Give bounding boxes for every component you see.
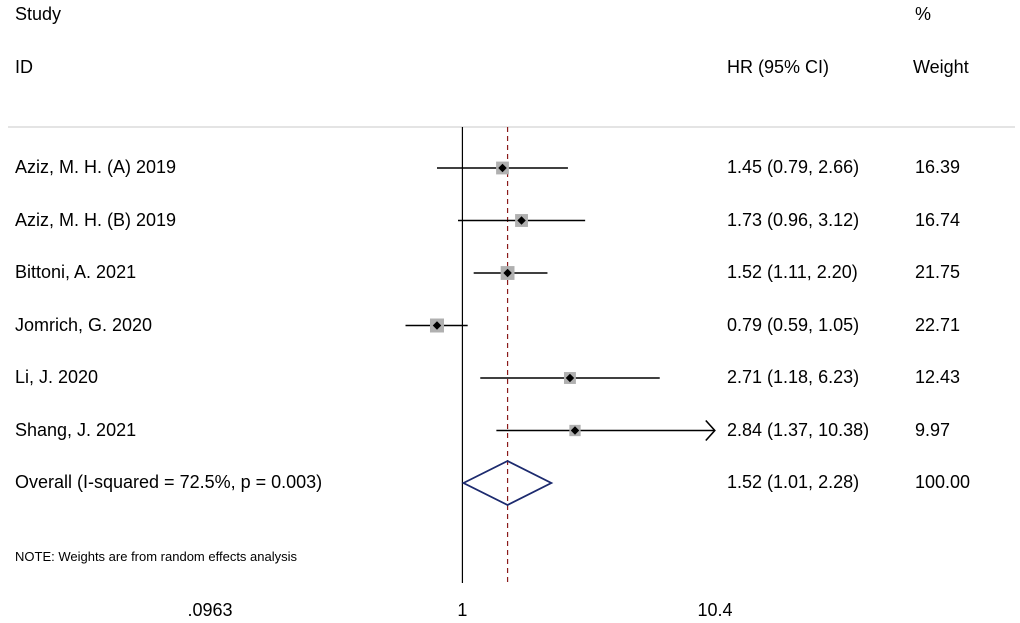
- point-estimate: [503, 268, 512, 278]
- header-percent: %: [915, 4, 932, 24]
- header-hr: HR (95% CI): [727, 57, 830, 77]
- x-tick-label: 10.4: [697, 600, 733, 620]
- study-ci: 1.45 (0.79, 2.66): [727, 157, 860, 177]
- header-study: Study: [15, 4, 62, 24]
- study-label: Jomrich, G. 2020: [15, 314, 153, 335]
- point-estimate: [432, 321, 442, 330]
- study-ci: 1.73 (0.96, 3.12): [727, 209, 860, 230]
- overall-weight: 100.00: [915, 472, 971, 492]
- overall-diamond: [461, 459, 554, 507]
- header-weight: Weight: [913, 57, 969, 77]
- study-ci: 2.71 (1.18, 6.23): [727, 367, 860, 387]
- study-label: Bittoni, A. 2021: [15, 262, 137, 282]
- study-label: Li, J. 2020: [15, 367, 99, 387]
- x-tick-label: .0963: [187, 600, 233, 620]
- point-estimate: [570, 426, 580, 435]
- x-tick-label: 1: [457, 600, 468, 620]
- study-label: Shang, J. 2021: [15, 419, 137, 440]
- study-ci: 0.79 (0.59, 1.05): [727, 314, 860, 335]
- header-id: ID: [15, 57, 33, 77]
- point-estimate: [565, 373, 575, 383]
- study-weight: 22.71: [915, 314, 961, 335]
- point-estimate: [498, 163, 507, 173]
- study-weight: 12.43: [915, 367, 961, 387]
- study-label: Aziz, M. H. (B) 2019: [15, 209, 177, 230]
- overall-ci: 1.52 (1.01, 2.28): [727, 472, 860, 492]
- overall-label: Overall (I-squared = 72.5%, p = 0.003): [15, 472, 323, 492]
- study-ci: 2.84 (1.37, 10.38): [727, 419, 870, 440]
- study-ci: 1.52 (1.11, 2.20): [727, 262, 858, 282]
- study-label: Aziz, M. H. (A) 2019: [15, 157, 177, 177]
- note: NOTE: Weights are from random effects an…: [15, 549, 298, 564]
- study-weight: 21.75: [915, 262, 961, 282]
- study-weight: 9.97: [915, 419, 951, 440]
- ci-arrow: [705, 419, 716, 442]
- study-weight: 16.74: [915, 209, 961, 230]
- study-weight: 16.39: [915, 157, 961, 177]
